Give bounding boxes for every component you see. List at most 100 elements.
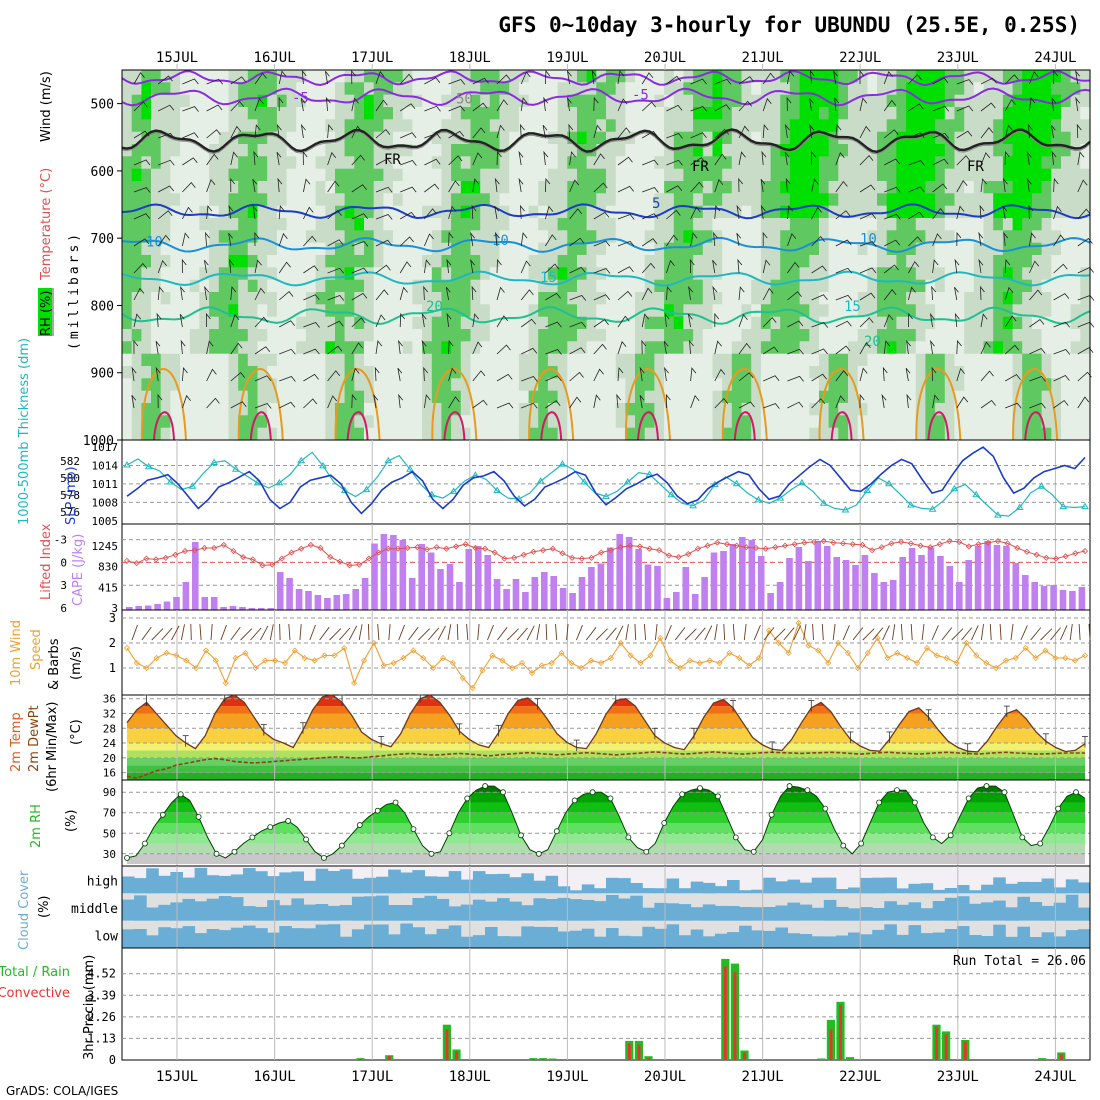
rh-cell [305, 304, 317, 318]
wind-barb [617, 340, 627, 355]
rh-cell [189, 304, 201, 318]
rh-cell [896, 255, 907, 268]
rh-cell [964, 193, 975, 207]
rh-cell [509, 82, 520, 96]
rh-cell [567, 341, 578, 355]
rh-cell [441, 390, 452, 404]
rh-cell [364, 279, 375, 293]
rh-cell [354, 378, 365, 392]
cloud-cell [751, 930, 764, 948]
rh-cell [635, 255, 646, 268]
rh-cell [664, 94, 675, 108]
contour-label: 10 [860, 232, 877, 248]
rh-cell [393, 316, 404, 330]
rh-cell [857, 279, 868, 293]
rh-cell [325, 353, 336, 367]
cloud-cell [872, 929, 885, 948]
rh-cell [809, 230, 820, 244]
cape-bar [239, 607, 246, 610]
li-marker [259, 562, 266, 569]
cape-bar [776, 582, 784, 610]
cloud-cell [521, 873, 534, 894]
rh-cell [383, 70, 394, 83]
wind-barb [763, 375, 780, 382]
rh-cell [877, 193, 888, 207]
precip-conv-bar [541, 1059, 545, 1060]
rh-cell [983, 304, 994, 318]
rh-cell [1041, 168, 1052, 182]
rh-cell [838, 107, 849, 120]
rh-cell [180, 230, 191, 244]
rh-cell [644, 255, 655, 268]
li-marker [656, 547, 663, 554]
rh-cell [925, 255, 936, 268]
rh-cell [1061, 255, 1072, 268]
rh-cell [828, 403, 839, 416]
rh-cell [547, 267, 559, 281]
rh-cell [189, 82, 201, 96]
rh-cell [993, 218, 1004, 231]
thickness-marker [1059, 502, 1068, 510]
rh-cell [896, 415, 907, 429]
wind-barb [980, 127, 994, 139]
wind-barb [279, 401, 296, 409]
wind-barb [1050, 124, 1056, 139]
rh-cell [383, 427, 394, 441]
rh-cell [1022, 427, 1033, 441]
rh-cell [131, 144, 142, 157]
rh-cell [606, 144, 617, 157]
rh-marker [177, 791, 184, 798]
wind-barb [254, 231, 260, 247]
cloud-cell [569, 930, 583, 948]
rh-cell [547, 427, 559, 441]
rh-cell [1080, 267, 1091, 281]
rh-cell [218, 242, 230, 256]
li-marker [956, 538, 963, 545]
rh-cell [760, 94, 772, 108]
rh-cell [247, 403, 259, 416]
rh-cell [1061, 119, 1072, 133]
rh-cell [1031, 255, 1043, 268]
rh-cell [451, 378, 462, 392]
rh-cell [693, 353, 704, 367]
rh-cell [373, 230, 384, 244]
wind-barb-10m [793, 625, 802, 641]
wind-barb [785, 177, 791, 193]
precip-conv-bar [935, 1026, 938, 1060]
rh-cell [809, 255, 820, 268]
contour-label: 10 [492, 233, 509, 249]
wind-speed-marker [1032, 654, 1039, 662]
rh-cell [973, 181, 985, 194]
rh-cell [915, 279, 927, 293]
rh-cell [906, 131, 917, 145]
rh-cell [819, 168, 830, 182]
rh-cell [373, 255, 384, 268]
li-marker [452, 543, 460, 550]
rh-cell [364, 230, 375, 244]
cape-bar [522, 592, 529, 610]
rh-cell [238, 341, 249, 355]
wind-speed-marker [548, 659, 555, 667]
rh-cell [354, 390, 365, 404]
rh-cell [151, 107, 162, 120]
cape-bar [267, 608, 275, 610]
rh-cell [1041, 378, 1052, 392]
wind-barb-10m [516, 627, 528, 641]
wind-barb [276, 123, 282, 139]
rh-cell [925, 218, 936, 231]
rh-cell [1051, 366, 1062, 379]
thickness-marker [798, 478, 806, 486]
precip-tick: 0 [109, 1053, 116, 1067]
cloud-cell [618, 935, 631, 948]
wind-barb [182, 132, 199, 139]
rh-cell [422, 403, 433, 416]
rh-cell [286, 82, 297, 96]
rh-cell [819, 218, 830, 231]
rh-cell [364, 205, 375, 219]
rh-cell [557, 267, 568, 281]
cloud-cell [424, 934, 438, 948]
rh-cell [199, 94, 210, 108]
rh-cell [654, 107, 665, 120]
rh-cell [238, 70, 249, 83]
rh-cell [1022, 279, 1033, 293]
